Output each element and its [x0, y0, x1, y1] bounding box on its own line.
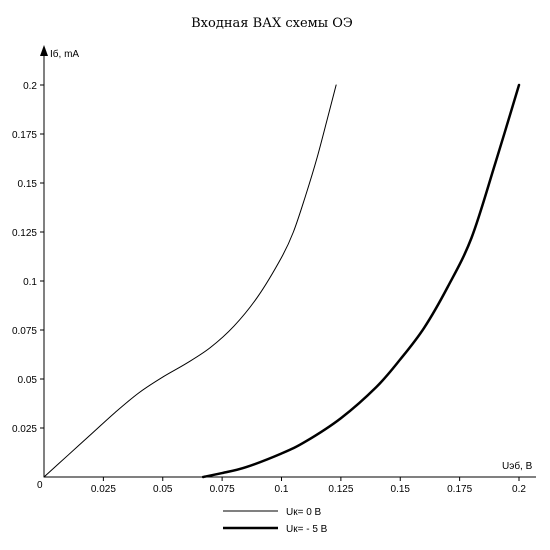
y-tick-label: 0.175: [12, 130, 37, 141]
x-ticks: 0.025 0.05 0.075 0.1 0.125 0.15 0.175 0.2: [91, 477, 526, 495]
x-tick-label: 0.1: [275, 484, 289, 495]
x-tick-label: 0.15: [391, 484, 411, 495]
y-tick-label: 0.025: [12, 424, 37, 435]
series-line-2: [201, 83, 521, 479]
x-axis-label: Uэб, В: [502, 460, 533, 472]
y-tick-label: 0.05: [18, 375, 38, 386]
x-tick-label: 0.175: [447, 484, 472, 495]
legend-label-thick: Uк= - 5 В: [286, 524, 328, 535]
legend: Uк= 0 В Uк= - 5 В: [223, 507, 328, 535]
y-ticks: 0.025 0.05 0.075 0.1 0.125 0.15 0.175 0.2: [12, 81, 44, 435]
chart-title: Входная ВАХ схемы ОЭ: [191, 16, 353, 31]
x-tick-label: 0.2: [512, 484, 526, 495]
origin-label: 0: [37, 480, 43, 491]
legend-label-thin: Uк= 0 В: [286, 507, 322, 518]
y-tick-label: 0.125: [12, 228, 37, 239]
y-tick-label: 0.075: [12, 326, 37, 337]
y-axis-arrow: [40, 45, 48, 56]
x-tick-label: 0.075: [210, 484, 235, 495]
y-tick-label: 0.2: [23, 81, 37, 92]
y-tick-label: 0.15: [18, 179, 38, 190]
series-line-1: [43, 84, 337, 478]
y-axis-label: Iб, mA: [50, 48, 79, 60]
x-tick-label: 0.025: [91, 484, 116, 495]
series-group: [43, 83, 521, 479]
x-tick-label: 0.05: [153, 484, 173, 495]
y-tick-label: 0.1: [23, 277, 37, 288]
x-tick-label: 0.125: [328, 484, 353, 495]
